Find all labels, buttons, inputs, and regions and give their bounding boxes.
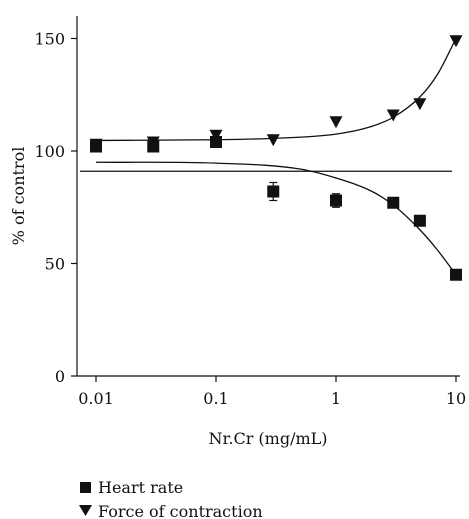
y-tick-label: 150 xyxy=(34,30,65,49)
fit-curve-heart-rate xyxy=(95,161,457,276)
point-heart-rate xyxy=(330,194,342,207)
y-tick-label: 0 xyxy=(55,367,65,386)
point-force-of-contraction xyxy=(413,98,427,111)
legend-label-heart-rate: Heart rate xyxy=(98,478,183,497)
axes xyxy=(76,16,460,377)
point-force-of-contraction xyxy=(386,109,400,122)
x-axis-label: Nr.Cr (mg/mL) xyxy=(208,429,327,448)
point-force-of-contraction xyxy=(266,134,280,147)
fit-curves xyxy=(95,38,457,276)
x-tick-label: 1 xyxy=(331,389,341,408)
legend-label-force-of-contraction: Force of contraction xyxy=(98,502,263,519)
point-force-of-contraction xyxy=(89,138,103,151)
y-tick-label: 50 xyxy=(45,255,65,274)
x-tick-label: 0.1 xyxy=(203,389,228,408)
legend-marker-force-of-contraction xyxy=(79,505,92,516)
y-axis-label: % of control xyxy=(9,147,28,246)
point-heart-rate xyxy=(413,214,426,227)
fit-curve-force-of-contraction xyxy=(95,38,457,142)
y-tick-label: 100 xyxy=(34,142,65,161)
legend: Heart rate Force of contraction xyxy=(79,478,263,519)
point-heart-rate xyxy=(210,136,222,148)
point-heart-rate xyxy=(450,268,462,281)
point-force-of-contraction xyxy=(209,129,223,142)
data-points xyxy=(89,35,463,281)
point-force-of-contraction xyxy=(146,136,160,149)
point-force-of-contraction xyxy=(329,116,343,129)
legend-marker-heart-rate xyxy=(80,482,91,493)
point-heart-rate xyxy=(267,185,280,198)
point-force-of-contraction xyxy=(449,35,463,48)
x-tick-label: 10 xyxy=(446,389,466,408)
point-heart-rate xyxy=(387,196,400,209)
x-tick-label: 0.01 xyxy=(78,389,114,408)
